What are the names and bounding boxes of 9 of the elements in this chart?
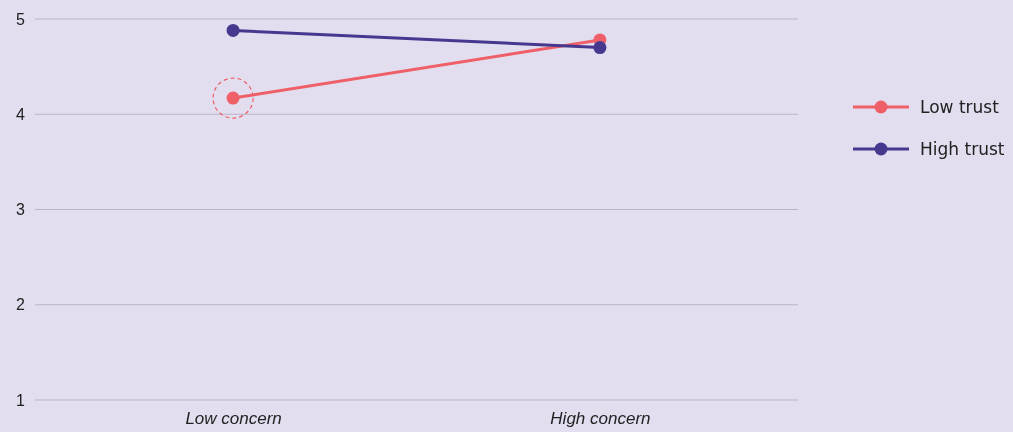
y-tick-label: 1 — [16, 391, 26, 409]
y-tick-label: 2 — [16, 296, 26, 314]
y-tick-label: 3 — [16, 201, 26, 219]
y-tick-label: 5 — [16, 10, 26, 28]
x-tick-label: High concern — [550, 409, 651, 429]
x-tick-label: Low concern — [185, 409, 282, 429]
legend-label: High trust — [920, 138, 1005, 159]
y-tick-label: 4 — [16, 105, 26, 123]
legend-label: Low trust — [920, 96, 1000, 117]
